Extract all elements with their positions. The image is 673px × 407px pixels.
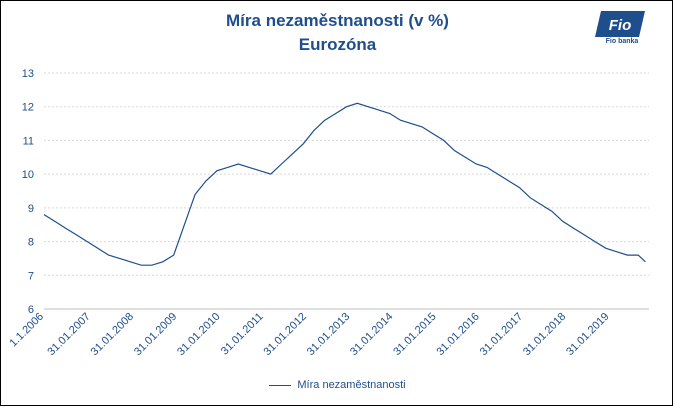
x-tick-label: 1.1.2006 <box>7 311 46 350</box>
y-tick-label: 8 <box>28 237 34 249</box>
grid-lines <box>44 72 649 310</box>
legend-label: Míra nezaměstnanosti <box>297 379 406 391</box>
x-tick-label: 31.01.2008 <box>89 311 136 358</box>
x-tick-label: 31.01.2017 <box>478 311 525 358</box>
chart-title: Míra nezaměstnanosti (v %) <box>226 11 449 30</box>
y-tick-label: 11 <box>23 135 34 147</box>
y-tick-label: 12 <box>22 102 34 114</box>
x-tick-label: 31.01.2018 <box>521 311 568 358</box>
series-line <box>43 102 646 266</box>
y-tick-label: 13 <box>22 68 34 80</box>
logo-text: Fio banka <box>605 38 639 45</box>
x-tick-label: 31.01.2012 <box>262 311 309 358</box>
fio-logo: Fio Fio banka <box>595 9 649 49</box>
y-axis-ticks: 6 7 8 9 10 11 12 13 <box>22 68 34 316</box>
x-tick-label: 31.01.2013 <box>305 311 352 358</box>
legend-swatch <box>269 384 292 386</box>
x-tick-label: 31.01.2009 <box>132 311 179 358</box>
y-tick-label: 6 <box>28 304 34 316</box>
y-tick-label: 10 <box>22 169 34 181</box>
y-tick-label: 9 <box>28 203 34 215</box>
logo-glyph: Fio <box>609 17 632 34</box>
x-tick-label: 31.01.2016 <box>434 311 481 358</box>
x-tick-label: 31.01.2011 <box>219 311 266 358</box>
x-tick-label: 31.01.2010 <box>175 311 222 358</box>
legend: Míra nezaměstnanosti <box>1 379 673 391</box>
x-tick-label: 31.01.2014 <box>348 311 395 358</box>
chart-subtitle: Eurozóna <box>298 35 377 54</box>
x-tick-label: 31.01.2019 <box>564 311 611 358</box>
x-tick-label: 31.01.2007 <box>45 311 92 358</box>
fio-logo-icon: Fio <box>595 11 645 37</box>
y-tick-label: 7 <box>28 270 34 282</box>
x-tick-label: 31.01.2015 <box>391 311 438 358</box>
x-axis-ticks: 1.1.2006 31.01.200731.01.200831.01.200931… <box>7 311 611 358</box>
